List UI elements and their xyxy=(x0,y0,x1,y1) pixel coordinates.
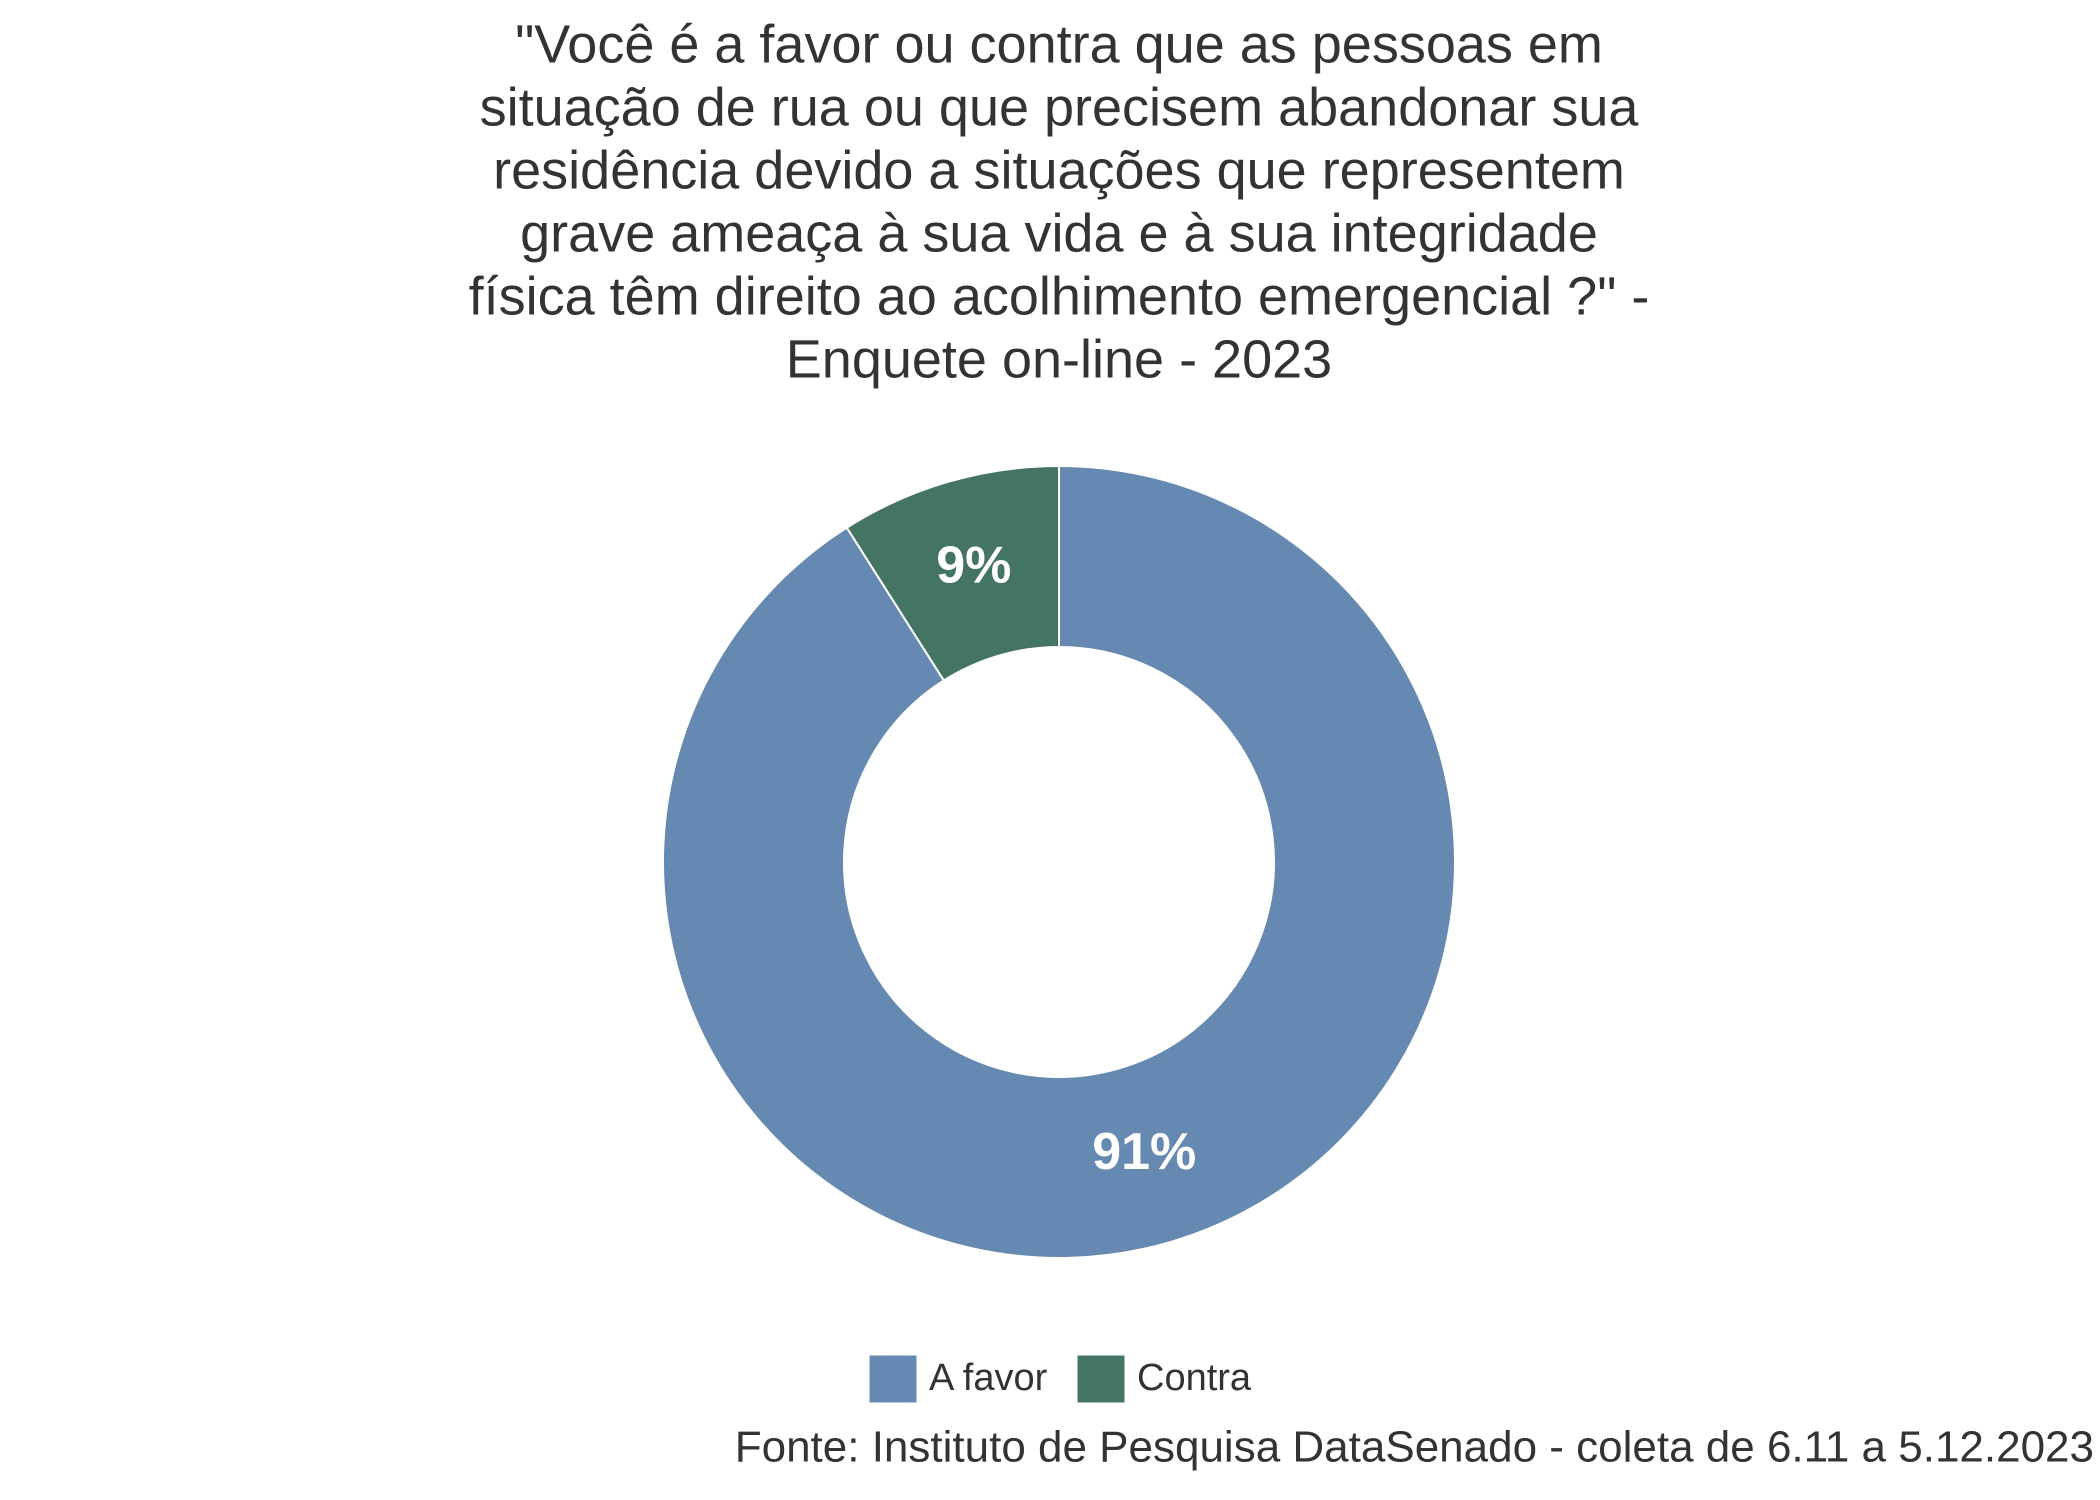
donut-slice xyxy=(662,464,1456,1259)
value-label: 9% xyxy=(936,536,1011,594)
caption: Fonte: Instituto de Pesquisa DataSenado … xyxy=(735,1423,2094,1472)
donut-slice xyxy=(845,464,1060,682)
legend-label: A favor xyxy=(929,1357,1048,1399)
legend-swatch xyxy=(1076,1354,1126,1404)
chart-title: situação de rua ou que precisem abandona… xyxy=(480,77,1640,137)
chart-title: física têm direito ao acolhimento emerge… xyxy=(469,266,1650,326)
chart-title: residência devido a situações que repres… xyxy=(493,140,1625,200)
chart-title: grave ameaça à sua vida e à sua integrid… xyxy=(520,203,1598,263)
chart-title: "Você é a favor ou contra que as pessoas… xyxy=(515,14,1603,74)
legend-swatch xyxy=(868,1354,918,1404)
legend-label: Contra xyxy=(1137,1357,1252,1399)
chart-title: Enquete on-line - 2023 xyxy=(786,329,1332,389)
value-label: 91% xyxy=(1092,1123,1196,1181)
